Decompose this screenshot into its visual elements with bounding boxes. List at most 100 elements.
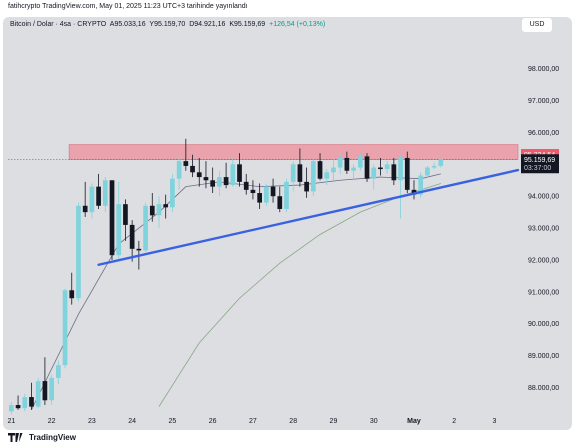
candle — [89, 183, 95, 219]
candle-body — [62, 290, 68, 366]
y-tick-label: 96.000,00 — [528, 130, 559, 137]
candle-body — [378, 167, 383, 170]
candle-body — [69, 290, 75, 299]
candle-body — [149, 205, 155, 216]
x-tick-label: 23 — [88, 418, 96, 425]
candle-body — [49, 377, 54, 401]
candle-body — [196, 172, 202, 178]
candle-body — [170, 178, 175, 208]
candle-body — [264, 186, 269, 203]
candle — [364, 153, 370, 182]
candle — [163, 194, 169, 219]
candle — [290, 161, 296, 192]
candle — [425, 165, 430, 178]
candle — [337, 153, 343, 174]
candle — [149, 193, 155, 222]
y-tick-label: 93.000,00 — [528, 226, 559, 233]
x-tick-label: May — [407, 418, 421, 425]
y-tick-label: 88.000,00 — [528, 385, 559, 392]
candle-body — [109, 180, 115, 256]
candle — [344, 151, 350, 174]
tradingview-icon — [8, 433, 23, 442]
candle — [35, 377, 41, 409]
y-tick-label: 94.000,00 — [528, 194, 559, 201]
candle-body — [237, 164, 242, 182]
symbol-info: Bitcoin / Dolar · 4sa · CRYPTO A95.033,1… — [10, 21, 327, 28]
candle-body — [89, 186, 95, 213]
candle — [431, 162, 437, 170]
candle — [102, 177, 108, 213]
candle-body — [411, 189, 417, 195]
tradingview-logo: TradingView — [8, 433, 76, 442]
x-tick-label: 28 — [289, 418, 297, 425]
candle-body — [384, 164, 390, 170]
candle-body — [96, 186, 101, 206]
candle-body — [431, 165, 437, 168]
chart-panel — [3, 17, 572, 430]
candle-body — [176, 161, 182, 179]
candle-body — [438, 159, 444, 166]
candle — [217, 170, 222, 197]
candle-body — [190, 165, 195, 173]
candle-body — [55, 365, 61, 378]
candle-body — [290, 164, 296, 182]
candle-body — [183, 161, 189, 166]
candle-body — [331, 167, 336, 173]
y-tick-label: 91.000,00 — [528, 289, 559, 296]
candle — [418, 172, 424, 198]
candle — [304, 167, 309, 198]
candle — [109, 180, 115, 260]
candle-body — [277, 196, 283, 209]
candle-body — [116, 204, 122, 256]
candle — [176, 154, 182, 190]
candle — [438, 157, 444, 168]
currency-button[interactable]: USD — [522, 18, 552, 32]
candle — [62, 288, 68, 369]
candle-body — [317, 161, 323, 179]
y-tick-label: 90.000,00 — [528, 321, 559, 328]
candle — [203, 161, 209, 189]
candle — [29, 382, 34, 410]
candle-body — [418, 175, 424, 195]
candle — [331, 157, 336, 181]
candle-body — [203, 177, 209, 181]
candle-body — [304, 181, 309, 192]
candle — [404, 151, 410, 194]
candle-body — [210, 180, 216, 187]
candle — [15, 395, 21, 410]
candle-body — [357, 156, 363, 168]
candle — [129, 220, 135, 262]
candle-body — [351, 167, 356, 171]
candle-body — [284, 181, 289, 209]
candle — [42, 357, 48, 406]
candle-body — [371, 167, 377, 179]
candle-body — [398, 157, 403, 181]
candle — [324, 169, 330, 186]
candle — [22, 393, 28, 412]
x-tick-label: 25 — [169, 418, 177, 425]
x-tick-label: 2 — [452, 418, 456, 425]
y-tick-label: 89.000,00 — [528, 353, 559, 360]
candle-body — [129, 224, 135, 249]
candle — [69, 272, 75, 305]
candle — [378, 157, 383, 176]
candle-body — [156, 204, 162, 216]
candle — [357, 153, 363, 171]
candle-body — [391, 164, 397, 181]
candle-body — [404, 157, 410, 190]
candle-body — [42, 381, 48, 401]
zone-price-tag — [521, 148, 559, 159]
candle — [55, 360, 61, 385]
candle — [82, 181, 88, 217]
candle — [297, 148, 303, 187]
x-tick-label: 3 — [493, 418, 497, 425]
y-tick-label: 97.000,00 — [528, 98, 559, 105]
x-tick-label: 30 — [370, 418, 378, 425]
y-tick-label: 92.000,00 — [528, 257, 559, 264]
candle-body — [9, 405, 14, 412]
candle-body — [337, 157, 343, 168]
y-tick-label: 98.000,00 — [528, 66, 559, 73]
candle — [250, 180, 256, 200]
candle-body — [136, 248, 142, 251]
